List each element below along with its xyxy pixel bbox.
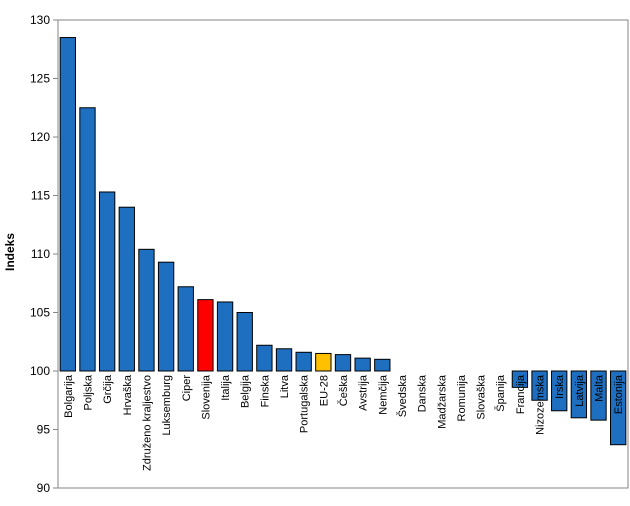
y-tick-label: 90 <box>37 481 51 495</box>
category-label-12: Portugalska <box>299 374 311 433</box>
category-label-7: Slovenija <box>200 374 212 420</box>
bar-28 <box>610 370 627 446</box>
category-label-0: Bolgarija <box>63 374 75 418</box>
category-label-4: Združeno kraljestvo <box>141 375 153 471</box>
y-tick-label: 120 <box>30 130 50 144</box>
bar-4 <box>138 248 155 372</box>
category-label-24: Nizozemska <box>535 374 547 435</box>
y-axis: 90 95 100 105 110 115 120 125 130 <box>30 13 58 495</box>
y-tick-label: 95 <box>37 423 51 437</box>
y-axis-title: Indeks <box>3 233 17 271</box>
bar-7 <box>197 299 214 372</box>
category-label-26: Latvija <box>574 374 586 407</box>
category-label-13: EU-28 <box>318 375 330 406</box>
y-tick-label: 105 <box>30 306 50 320</box>
category-label-1: Poljska <box>82 374 94 410</box>
bar-5 <box>157 261 175 372</box>
bar-1 <box>79 107 96 372</box>
category-label-9: Belgija <box>240 374 252 408</box>
bar-10 <box>256 344 273 372</box>
category-label-16: Nemčija <box>377 374 389 415</box>
bar-25 <box>551 370 568 412</box>
y-tick-label: 110 <box>31 247 50 261</box>
category-label-6: Ciper <box>181 375 193 402</box>
bar-14 <box>334 354 352 372</box>
category-label-11: Litva <box>279 374 291 398</box>
bars <box>59 37 627 446</box>
bar-0 <box>59 37 76 372</box>
category-label-27: Malta <box>594 374 606 402</box>
bar-9 <box>236 312 253 372</box>
category-label-8: Italija <box>220 374 232 401</box>
category-label-18: Danska <box>417 374 429 412</box>
bar-12 <box>295 351 312 372</box>
category-label-17: Švedska <box>396 374 409 417</box>
y-tick-label: 115 <box>31 189 50 203</box>
bar-23 <box>511 370 529 388</box>
y-tick-label: 130 <box>30 13 50 27</box>
bar-11 <box>275 348 293 372</box>
category-label-15: Avstrija <box>358 374 370 411</box>
category-label-21: Slovaška <box>476 374 488 420</box>
bar-6 <box>177 286 194 372</box>
category-label-14: Češka <box>337 374 350 406</box>
category-label-10: Finska <box>259 374 271 407</box>
bar-2 <box>98 191 116 372</box>
bar-15 <box>354 357 371 372</box>
bar-8 <box>216 301 234 372</box>
category-label-22: Španija <box>494 374 507 412</box>
category-label-23: Francija <box>515 374 527 414</box>
y-tick-label: 125 <box>30 72 50 86</box>
category-label-5: Luksemburg <box>161 375 173 436</box>
category-label-19: Madžarska <box>436 374 448 429</box>
bar-16 <box>374 358 391 372</box>
category-label-3: Hrvaška <box>122 374 134 415</box>
category-label-2: Grčija <box>102 374 114 404</box>
bar-3 <box>118 206 135 372</box>
bar-24 <box>531 370 548 401</box>
y-tick-label: 100 <box>30 364 50 378</box>
category-label-25: Irska <box>554 374 566 399</box>
category-labels: Bolgarija Poljska Grčija Hrvaška Združeno kr… <box>63 374 625 471</box>
category-label-20: Romunija <box>456 374 468 421</box>
category-label-28: Estonija <box>613 374 625 414</box>
bar-27 <box>590 370 607 421</box>
bar-13 <box>315 352 332 372</box>
bar-26 <box>570 370 588 419</box>
